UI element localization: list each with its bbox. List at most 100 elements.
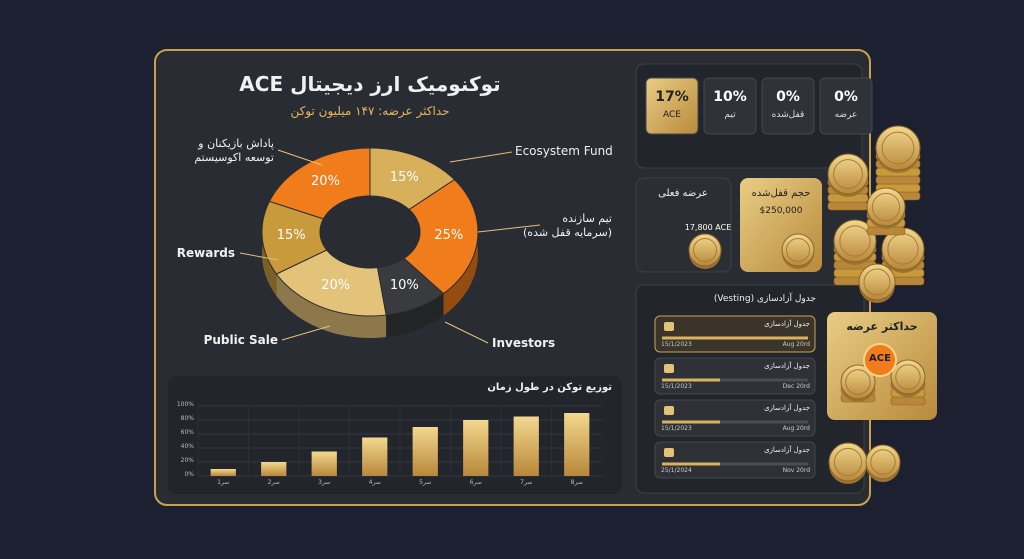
stat-value: 10% [713, 89, 747, 105]
leader-line [277, 149, 323, 166]
locked-title: حجم قفل‌شده [751, 188, 811, 199]
donut-category-label: Ecosystem Fund [515, 144, 613, 158]
stat-card [761, 77, 815, 135]
donut-category-label: Investors [492, 336, 556, 350]
leader-line [444, 321, 489, 344]
x-tick-label: سر4 [368, 479, 381, 486]
supply-title: عرضه فعلی [658, 188, 708, 199]
locked-value: $250,000 [759, 206, 803, 216]
donut-side [276, 274, 387, 338]
coin-stack [827, 201, 869, 211]
supply-value: 17,800 ACE [684, 223, 732, 232]
coin-ring [881, 131, 915, 165]
donut-value-label: 25% [434, 228, 464, 244]
coin-ring [895, 364, 921, 390]
x-tick-label: سر6 [469, 479, 482, 486]
leader-line [281, 325, 331, 341]
stat-value: 0% [834, 89, 858, 105]
coin-ring [863, 268, 891, 296]
bar [564, 413, 590, 476]
y-tick-label: 60% [180, 429, 194, 436]
vesting-start: 15/1/2023 [661, 425, 692, 432]
stat-card [819, 77, 873, 135]
bar [210, 469, 236, 476]
y-tick-label: 0% [184, 471, 194, 478]
donut-value-label: 20% [321, 278, 351, 294]
coin-ring [785, 237, 811, 263]
coin-stack [890, 396, 926, 406]
vesting-item [654, 315, 816, 353]
y-tick-label: 20% [180, 457, 194, 464]
token-badge [863, 343, 897, 377]
vesting-start: 15/1/2023 [661, 383, 692, 390]
coin-ring [692, 237, 718, 263]
coin-ring [839, 225, 871, 257]
coin-ring [870, 449, 896, 475]
stat-label: ACE [663, 110, 681, 120]
vesting-start: 25/1/2024 [661, 467, 692, 474]
vesting-item-title: جدول آزادسازی [764, 362, 810, 370]
x-tick-label: سر1 [217, 479, 230, 486]
lock-icon [664, 322, 674, 331]
vesting-item [654, 357, 816, 395]
lock-icon [664, 406, 674, 415]
bar [513, 416, 539, 476]
bar-title: توزیع توکن در طول زمان [487, 382, 612, 393]
chart-subtitle: حداکثر عرضه: ۱۴۷ میلیون توکن [290, 104, 450, 118]
vesting-start: 15/1/2023 [661, 341, 692, 348]
bar [311, 451, 337, 476]
x-tick-label: سر5 [419, 479, 432, 486]
y-tick-label: 100% [176, 401, 194, 408]
donut-category-label: Public Sale [203, 333, 278, 347]
vesting-item [654, 399, 816, 437]
donut-category-label: پاداش بازیکنان و توسعه اکوسیستم [194, 137, 274, 164]
donut-value-label: 10% [389, 278, 419, 294]
donut-category-label: تیم سازنده (سرمایه قفل شده) [523, 212, 612, 239]
leader-line [449, 151, 513, 163]
lock-icon [664, 448, 674, 457]
stat-label: عرضه [834, 110, 858, 120]
vesting-item-title: جدول آزادسازی [764, 446, 810, 454]
y-tick-label: 40% [180, 443, 194, 450]
stat-value: 17% [655, 89, 689, 105]
bar [463, 420, 489, 476]
chart-title: توکنومیک ارز دیجیتال ACE [239, 72, 501, 96]
vesting-item [654, 441, 816, 479]
lock-icon [664, 364, 674, 373]
max-title: حداکثر عرضه [846, 320, 918, 333]
y-tick-label: 80% [180, 415, 194, 422]
stat-card [645, 77, 699, 135]
donut-value-label: 15% [389, 169, 419, 185]
donut-category-label: Rewards [176, 246, 235, 260]
x-tick-label: سر3 [318, 479, 331, 486]
vesting-end: Dec 20rd [782, 383, 810, 390]
stat-label: تیم [724, 110, 736, 120]
vesting-item-title: جدول آزادسازی [764, 320, 810, 328]
x-tick-label: سر7 [520, 479, 533, 486]
leader-line [477, 224, 541, 233]
donut-segment [268, 147, 371, 220]
stat-value: 0% [776, 89, 800, 105]
coin-ring [871, 192, 901, 222]
donut-value-label: 20% [311, 174, 340, 190]
donut-side [386, 293, 444, 338]
bar [261, 462, 287, 476]
bar [362, 437, 388, 476]
max-token: ACE [869, 353, 891, 364]
bar [412, 427, 438, 476]
coin-ring [833, 159, 863, 189]
stat-label: قفل‌شده [771, 110, 805, 120]
coin-ring [845, 369, 871, 395]
vesting-title: جدول آزادسازی (Vesting) [713, 294, 816, 304]
vesting-end: Nov 20rd [782, 467, 810, 474]
stat-card [703, 77, 757, 135]
donut-value-label: 15% [276, 228, 306, 244]
coin-stack [875, 175, 921, 185]
vesting-item-title: جدول آزادسازی [764, 404, 810, 412]
vesting-end: Aug 20rd [782, 341, 810, 348]
x-tick-label: سر8 [570, 479, 583, 486]
leader-line [239, 252, 279, 261]
coin-ring [833, 447, 863, 477]
